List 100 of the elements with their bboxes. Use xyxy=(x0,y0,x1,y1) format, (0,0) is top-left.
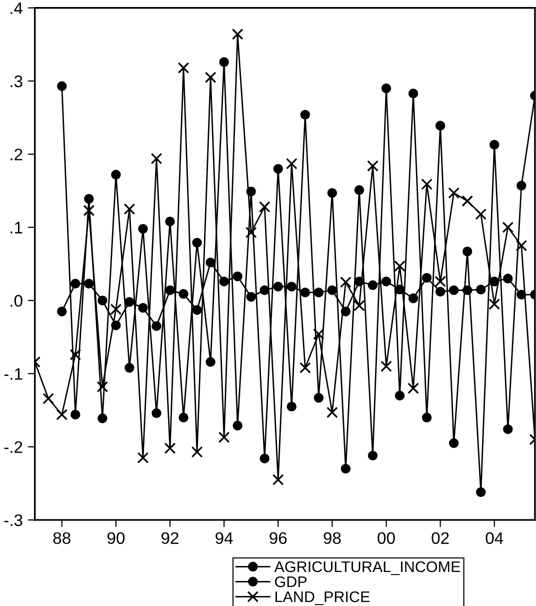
point xyxy=(299,362,311,374)
y-tick-label: -.1 xyxy=(4,368,22,380)
point xyxy=(260,454,270,464)
point xyxy=(273,164,283,174)
point xyxy=(83,204,95,216)
point xyxy=(98,413,108,424)
legend-label: LAND_PRICE xyxy=(276,591,370,606)
point xyxy=(435,120,446,131)
point xyxy=(219,276,229,286)
point xyxy=(165,285,175,296)
point xyxy=(246,292,256,302)
point xyxy=(300,288,310,298)
x-tick-label: 04 xyxy=(486,532,504,544)
point xyxy=(312,328,324,340)
x-tick-label: 98 xyxy=(324,532,341,544)
point xyxy=(206,258,216,268)
point xyxy=(408,382,419,394)
point xyxy=(138,302,148,313)
point xyxy=(96,381,108,393)
point xyxy=(490,140,500,150)
point xyxy=(300,110,310,120)
point xyxy=(178,62,190,74)
point xyxy=(462,195,474,207)
point xyxy=(152,321,162,331)
point xyxy=(124,297,134,307)
point xyxy=(273,282,283,292)
point xyxy=(340,276,352,288)
point xyxy=(206,357,216,367)
point xyxy=(421,178,432,190)
point xyxy=(368,280,378,290)
point xyxy=(70,348,82,360)
point xyxy=(124,203,136,215)
point xyxy=(381,276,392,286)
x-tick-label: 90 xyxy=(107,532,125,544)
y-tick-label: .2 xyxy=(10,148,22,160)
point xyxy=(137,452,149,464)
point xyxy=(98,296,108,306)
point xyxy=(192,305,202,315)
point xyxy=(57,81,67,92)
point xyxy=(245,226,257,238)
point xyxy=(192,238,202,248)
y-tick-label: .3 xyxy=(10,75,22,88)
point xyxy=(327,285,338,296)
point xyxy=(354,300,365,312)
point xyxy=(219,57,229,67)
y-tick-label: -.3 xyxy=(4,514,22,526)
point xyxy=(232,28,244,40)
point xyxy=(367,160,378,172)
point xyxy=(178,412,188,422)
point xyxy=(272,474,284,486)
point xyxy=(354,185,364,195)
legend-label: AGRICULTURAL_INCOME xyxy=(274,561,460,576)
point xyxy=(138,224,148,234)
point xyxy=(258,201,270,213)
point xyxy=(435,286,446,297)
point xyxy=(503,424,513,434)
x-tick-label: 92 xyxy=(162,532,178,544)
point xyxy=(232,271,242,282)
y-tick-label: .1 xyxy=(10,222,22,234)
point xyxy=(165,216,175,226)
x-tick-label: 02 xyxy=(432,532,449,544)
point xyxy=(110,304,122,315)
x-tick-label: 94 xyxy=(216,532,233,544)
point xyxy=(314,392,324,403)
point xyxy=(191,446,203,458)
point xyxy=(503,274,513,284)
point xyxy=(448,438,459,448)
point xyxy=(286,402,297,412)
point xyxy=(218,432,230,443)
point xyxy=(462,246,472,256)
point xyxy=(476,487,486,498)
point xyxy=(124,362,134,373)
y-tick-label: -.2 xyxy=(4,441,22,453)
point xyxy=(42,392,54,404)
point xyxy=(314,288,324,298)
point xyxy=(394,260,406,272)
point xyxy=(340,464,351,474)
point xyxy=(475,208,487,220)
point xyxy=(286,158,298,170)
point xyxy=(286,282,297,292)
point xyxy=(502,222,514,234)
point xyxy=(178,289,188,299)
point xyxy=(232,420,242,430)
point xyxy=(462,285,472,296)
point xyxy=(152,408,162,418)
point xyxy=(84,194,94,204)
point xyxy=(381,83,392,94)
point xyxy=(326,406,338,418)
point xyxy=(164,442,176,454)
point xyxy=(408,293,418,304)
point xyxy=(422,412,432,422)
point xyxy=(422,272,432,283)
point xyxy=(408,88,418,98)
point xyxy=(70,278,80,289)
legend-label: GDP xyxy=(275,576,307,588)
point xyxy=(57,306,67,316)
point xyxy=(380,360,392,372)
point xyxy=(448,187,460,199)
point xyxy=(448,285,459,296)
point xyxy=(516,180,526,190)
